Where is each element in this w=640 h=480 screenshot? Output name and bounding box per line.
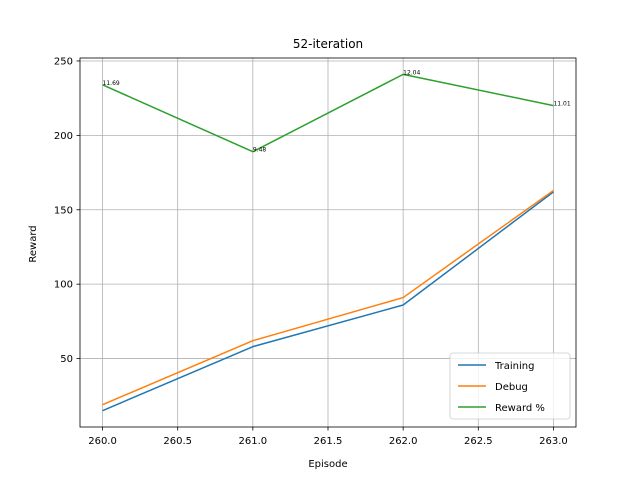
data-label: 11.01 bbox=[553, 101, 570, 108]
legend: Training Debug Reward % bbox=[449, 352, 571, 420]
y-axis-ticks: 50 100 150 200 250 bbox=[54, 56, 80, 365]
x-tick-label: 261.5 bbox=[314, 436, 343, 447]
y-axis-label: Reward bbox=[28, 225, 39, 262]
training-series-line bbox=[102, 191, 554, 412]
y-tick-label: 200 bbox=[54, 131, 73, 142]
data-label: 9.48 bbox=[253, 147, 267, 154]
legend-box bbox=[449, 352, 571, 420]
y-tick-label: 50 bbox=[60, 354, 73, 365]
x-tick-label: 262.0 bbox=[389, 436, 418, 447]
legend-label: Reward % bbox=[495, 403, 545, 414]
debug-series-line bbox=[102, 189, 554, 406]
series-lines bbox=[102, 73, 554, 412]
y-tick-label: 100 bbox=[54, 280, 73, 291]
x-tick-label: 261.0 bbox=[239, 436, 268, 447]
reward-series-line bbox=[102, 73, 554, 153]
x-tick-label: 260.0 bbox=[88, 436, 117, 447]
grid bbox=[80, 58, 576, 427]
point-labels: 11.69 9.48 12.04 11.01 bbox=[103, 69, 571, 153]
legend-label: Training bbox=[494, 361, 534, 372]
data-label: 12.04 bbox=[403, 69, 420, 76]
x-axis-label: Episode bbox=[308, 459, 347, 470]
y-tick-label: 150 bbox=[54, 205, 73, 216]
data-label: 11.69 bbox=[103, 80, 120, 87]
legend-label: Debug bbox=[495, 382, 528, 393]
x-axis-ticks: 260.0 260.5 261.0 261.5 262.0 262.5 263.0 bbox=[88, 427, 568, 447]
x-tick-label: 260.5 bbox=[163, 436, 192, 447]
x-tick-label: 262.5 bbox=[464, 436, 493, 447]
x-tick-label: 263.0 bbox=[539, 436, 568, 447]
y-tick-label: 250 bbox=[54, 56, 73, 67]
chart-title: 52-iteration bbox=[293, 37, 363, 51]
